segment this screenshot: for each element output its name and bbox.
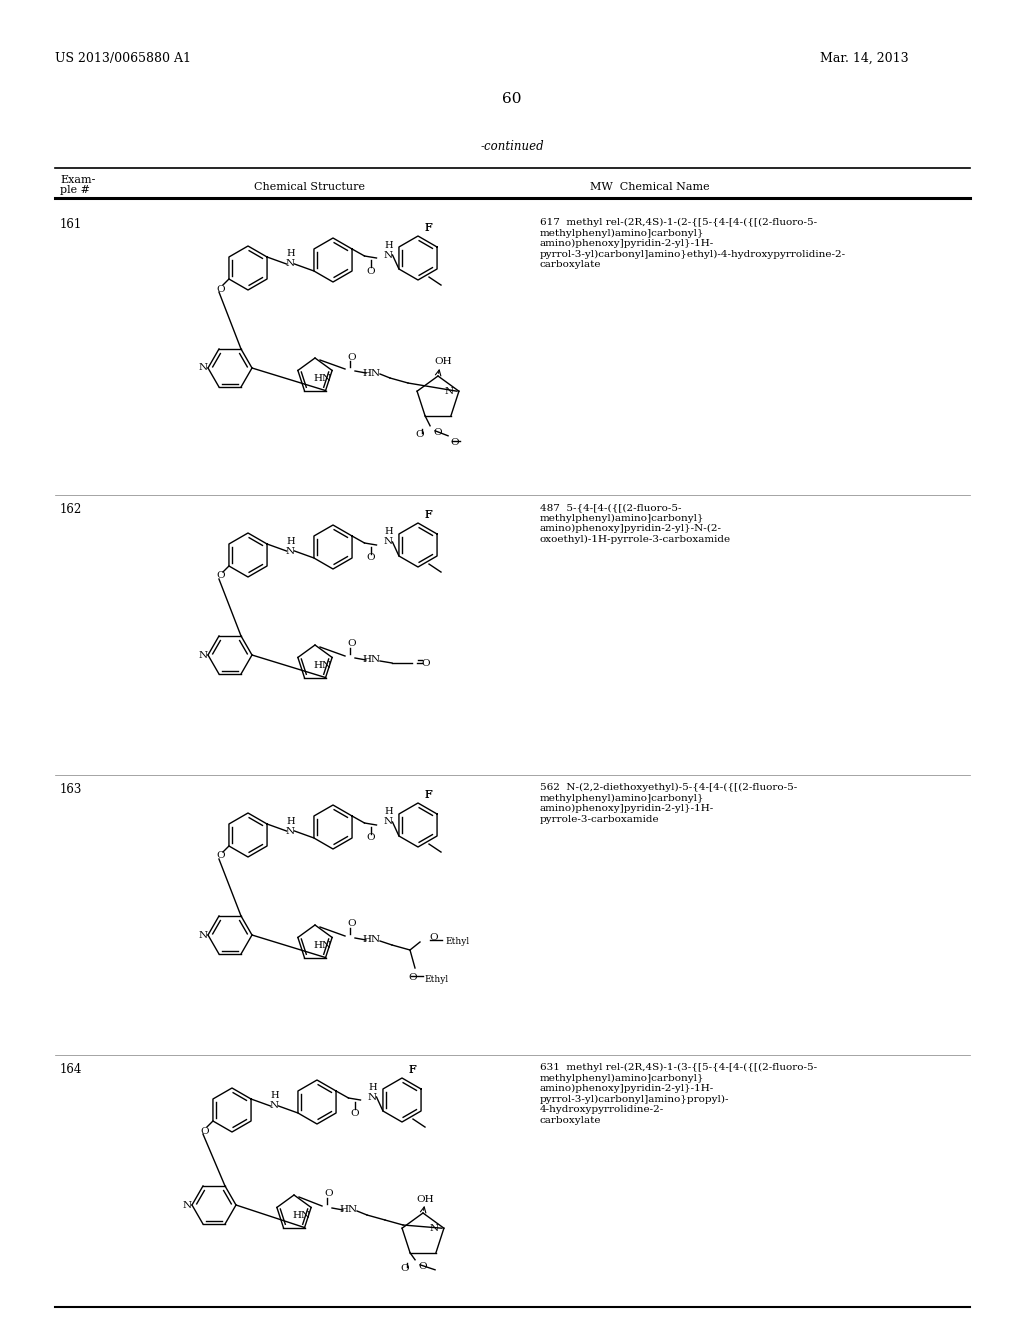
Text: 631  methyl rel-(2R,4S)-1-(3-{[5-{4-[4-({[(2-fluoro-5-
methylphenyl)amino]carbon: 631 methyl rel-(2R,4S)-1-(3-{[5-{4-[4-({… <box>540 1063 817 1125</box>
Text: N: N <box>384 817 393 826</box>
Text: O: O <box>367 267 375 276</box>
Text: HN: HN <box>362 936 381 945</box>
Text: F: F <box>424 223 432 234</box>
Text: 60: 60 <box>502 92 522 106</box>
Text: O: O <box>434 428 442 437</box>
Text: HN: HN <box>362 368 381 378</box>
Text: O: O <box>430 933 438 942</box>
Text: Ethyl: Ethyl <box>425 975 450 985</box>
Text: 163: 163 <box>60 783 82 796</box>
Text: F: F <box>424 510 432 520</box>
Text: O: O <box>422 659 430 668</box>
Text: HN: HN <box>340 1205 358 1214</box>
Text: OH: OH <box>416 1195 434 1204</box>
Text: N: N <box>199 931 208 940</box>
Text: Mar. 14, 2013: Mar. 14, 2013 <box>820 51 908 65</box>
Text: HN: HN <box>313 661 331 671</box>
Text: H: H <box>270 1092 279 1101</box>
Text: O: O <box>416 430 424 440</box>
Text: O: O <box>201 1126 209 1135</box>
Text: F: F <box>424 223 432 234</box>
Text: HN: HN <box>362 656 381 664</box>
Text: HN: HN <box>292 1210 310 1220</box>
Text: O: O <box>350 1109 358 1118</box>
Text: 162: 162 <box>60 503 82 516</box>
Text: H: H <box>286 536 295 545</box>
Text: HN: HN <box>313 374 331 383</box>
Text: O: O <box>419 1262 427 1271</box>
Text: N: N <box>286 260 295 268</box>
Text: Chemical Structure: Chemical Structure <box>255 182 366 191</box>
Text: H: H <box>384 808 393 817</box>
Text: OH: OH <box>434 358 452 367</box>
Text: ple #: ple # <box>60 185 90 195</box>
Text: O: O <box>409 974 418 982</box>
Text: 487  5-{4-[4-({[(2-fluoro-5-
methylphenyl)amino]carbonyl}
amino)phenoxy]pyridin-: 487 5-{4-[4-({[(2-fluoro-5- methylphenyl… <box>540 503 731 544</box>
Text: O: O <box>451 438 460 447</box>
Text: H: H <box>384 240 393 249</box>
Text: H: H <box>384 528 393 536</box>
Text: N: N <box>199 651 208 660</box>
Text: N: N <box>182 1200 191 1209</box>
Text: N: N <box>429 1224 438 1233</box>
Text: O: O <box>217 851 225 861</box>
Text: O: O <box>325 1189 334 1199</box>
Text: O: O <box>217 572 225 581</box>
Text: H: H <box>286 817 295 825</box>
Text: 562  N-(2,2-diethoxyethyl)-5-{4-[4-({[(2-fluoro-5-
methylphenyl)amino]carbonyl}
: 562 N-(2,2-diethoxyethyl)-5-{4-[4-({[(2-… <box>540 783 798 824</box>
Text: N: N <box>199 363 208 372</box>
Text: N: N <box>270 1101 280 1110</box>
Text: F: F <box>424 510 432 520</box>
Text: N: N <box>286 546 295 556</box>
Text: US 2013/0065880 A1: US 2013/0065880 A1 <box>55 51 191 65</box>
Text: F: F <box>409 1065 416 1074</box>
Text: O: O <box>348 352 356 362</box>
Text: H: H <box>286 249 295 259</box>
Text: HN: HN <box>313 941 331 950</box>
Text: H: H <box>369 1082 377 1092</box>
Text: O: O <box>348 639 356 648</box>
Text: 617  methyl rel-(2R,4S)-1-(2-{[5-{4-[4-({[(2-fluoro-5-
methylphenyl)amino]carbon: 617 methyl rel-(2R,4S)-1-(2-{[5-{4-[4-({… <box>540 218 846 269</box>
Text: F: F <box>424 789 432 800</box>
Text: O: O <box>367 553 375 562</box>
Text: F: F <box>424 789 432 800</box>
Text: Ethyl: Ethyl <box>445 937 470 946</box>
Text: 161: 161 <box>60 218 82 231</box>
Text: N: N <box>368 1093 377 1101</box>
Text: F: F <box>409 1065 416 1074</box>
Text: O: O <box>400 1265 410 1274</box>
Text: Exam-: Exam- <box>60 176 95 185</box>
Text: N: N <box>384 251 393 260</box>
Text: N: N <box>286 826 295 836</box>
Text: N: N <box>444 387 454 396</box>
Text: O: O <box>217 285 225 293</box>
Text: MW  Chemical Name: MW Chemical Name <box>590 182 710 191</box>
Text: O: O <box>348 920 356 928</box>
Text: N: N <box>384 537 393 546</box>
Text: -continued: -continued <box>480 140 544 153</box>
Text: 164: 164 <box>60 1063 82 1076</box>
Text: O: O <box>367 833 375 842</box>
